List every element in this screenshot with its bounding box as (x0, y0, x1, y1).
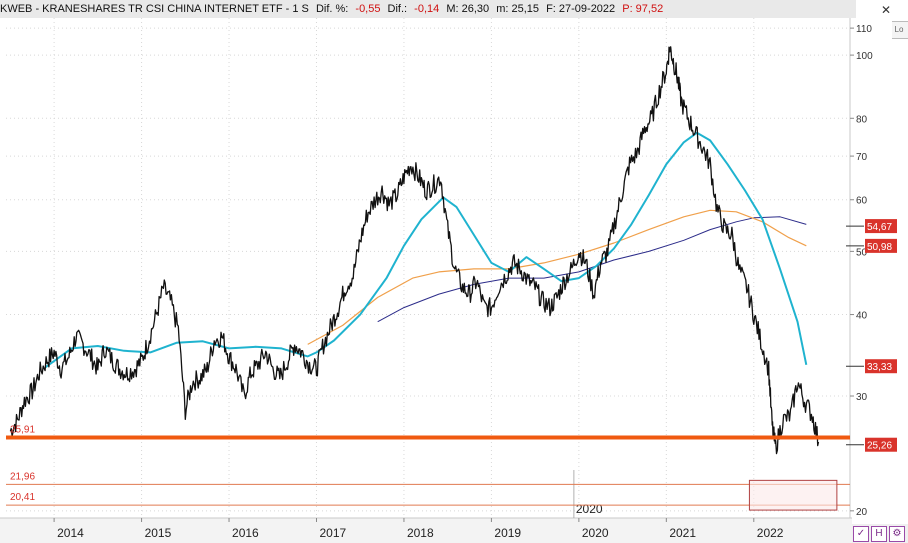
flag-icon[interactable]: ✓ (853, 526, 869, 542)
y-tick-label: 40 (856, 311, 868, 322)
max-label: M: 26,30 (446, 3, 490, 15)
price-tag (865, 238, 897, 253)
x-tick-label: 2018 (407, 526, 434, 540)
price-line (9, 46, 820, 455)
x-axis-panel (0, 518, 852, 543)
year-marker-label: 2020 (576, 502, 603, 516)
x-tick-label: 2016 (232, 526, 259, 540)
price-tag-label: 25,26 (867, 441, 892, 452)
price-tag-label: 33,33 (867, 362, 892, 373)
y-tick-label: 60 (856, 196, 868, 207)
chart-bottom-toolbar: ✓ H ⚙ (852, 524, 908, 543)
price-tag (865, 359, 897, 374)
ma-short-line (44, 131, 808, 369)
diff-label: Dif.: (387, 3, 408, 15)
y-tick-label: 80 (856, 114, 868, 125)
level-label: 20,41 (10, 492, 35, 503)
settings-icon[interactable]: ⚙ (889, 526, 905, 542)
date-label: F: 27-09-2022 (546, 3, 616, 15)
chart-header: KWEB - KRANESHARES TR CSI CHINA INTERNET… (0, 0, 856, 18)
p-label: P: 97,52 (622, 3, 664, 15)
y-axis-panel (850, 18, 892, 518)
x-tick-label: 2020 (582, 526, 609, 540)
x-tick-label: 2015 (145, 526, 172, 540)
y-tick-label: 100 (856, 51, 873, 62)
x-tick-label: 2021 (669, 526, 696, 540)
x-tick-label: 2019 (494, 526, 521, 540)
price-tag-label: 54,67 (867, 222, 892, 233)
y-tick-label: 20 (856, 507, 868, 518)
y-tick-label: 50 (856, 247, 868, 258)
x-tick-label: 2022 (757, 526, 784, 540)
price-tag-label: 50,98 (867, 242, 892, 253)
diff-pct-value: -0,55 (355, 3, 381, 15)
level-label: 21,96 (10, 471, 35, 482)
x-tick-label: 2017 (319, 526, 346, 540)
ma-long-line (377, 216, 807, 323)
close-icon[interactable]: ✕ (880, 3, 892, 17)
save-icon[interactable]: H (871, 526, 887, 542)
y-tick-label: 30 (856, 392, 868, 403)
target-zone (748, 479, 838, 511)
support-label: 25,91 (10, 425, 35, 436)
price-tag (865, 437, 897, 452)
diff-value: -0,14 (414, 3, 440, 15)
y-tick-label: 70 (856, 152, 868, 163)
diff-pct-label: Dif. %: (315, 3, 349, 15)
price-tag (865, 219, 897, 234)
min-label: m: 25,15 (496, 3, 539, 15)
instrument-name: KWEB - KRANESHARES TR CSI CHINA INTERNET… (0, 3, 309, 15)
y-tick-label: 110 (856, 24, 872, 35)
x-tick-label: 2014 (57, 526, 84, 540)
